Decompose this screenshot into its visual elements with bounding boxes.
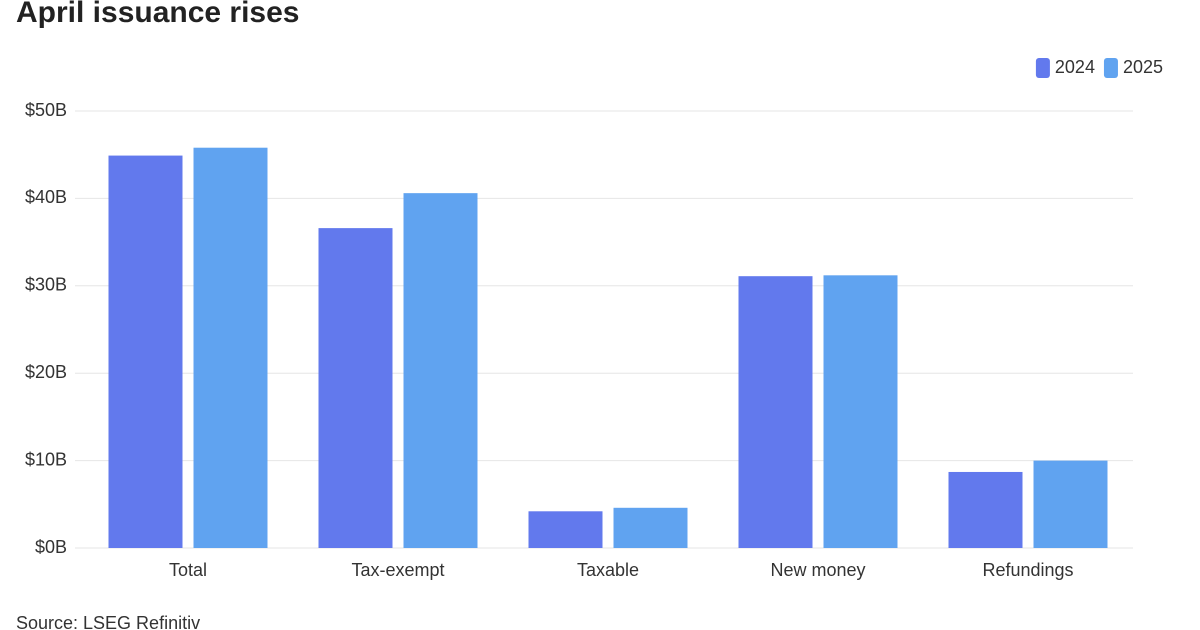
legend-swatch	[1035, 58, 1050, 78]
chart-title: April issuance rises	[16, 0, 299, 29]
y-tick-label: $20B	[25, 362, 67, 382]
legend-label: 2024	[1055, 57, 1095, 77]
bar	[613, 507, 688, 548]
legend-label: 2025	[1123, 57, 1163, 77]
x-tick-label: Tax-exempt	[351, 560, 444, 580]
source: Source: LSEG Refinitiv	[16, 613, 200, 630]
x-tick-label: Refundings	[982, 560, 1073, 580]
bar	[1033, 460, 1108, 548]
bar	[738, 276, 813, 548]
y-tick-label: $30B	[25, 275, 67, 295]
bar	[318, 228, 393, 548]
bar	[193, 147, 268, 548]
y-tick-label: $40B	[25, 187, 67, 207]
x-tick-label: New money	[770, 560, 865, 580]
y-tick-label: $50B	[25, 100, 67, 120]
y-tick-label: $10B	[25, 449, 67, 469]
bar	[823, 275, 898, 548]
x-tick-label: Total	[169, 560, 207, 580]
bar	[948, 471, 1023, 548]
x-tick-label: Taxable	[577, 560, 639, 580]
y-tick-label: $0B	[35, 537, 67, 557]
bar	[528, 511, 603, 548]
bar	[108, 155, 183, 548]
legend-swatch	[1103, 58, 1118, 78]
bar	[403, 193, 478, 548]
